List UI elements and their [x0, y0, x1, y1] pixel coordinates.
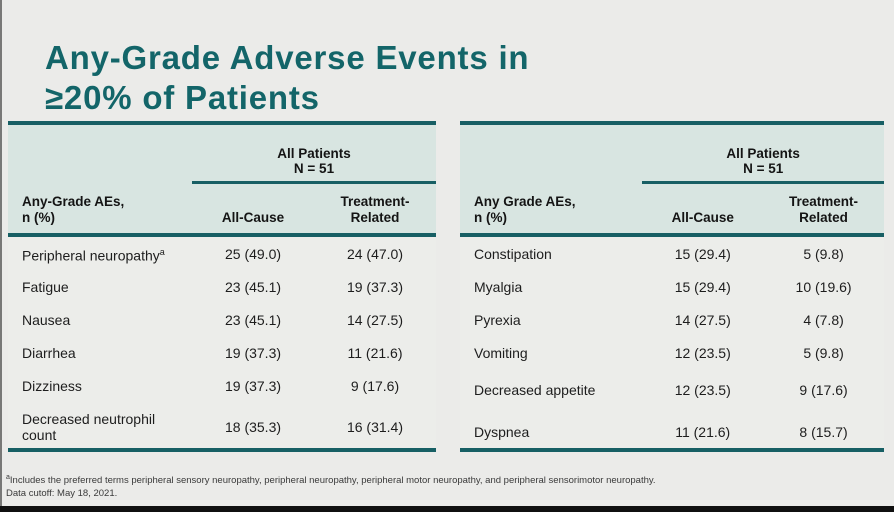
- all-cause-value: 15 (29.4): [674, 245, 731, 262]
- column-header-all-cause: All-Cause: [671, 210, 734, 225]
- group-header-n: N = 51: [743, 161, 784, 176]
- header-spacer-cell: [460, 125, 642, 184]
- table-row: Pyrexia 14 (27.5) 4 (7.8): [460, 303, 884, 336]
- table-body: Peripheral neuropathya 25 (49.0) 24 (47.…: [8, 237, 436, 452]
- treatment-related-value: 24 (47.0): [346, 245, 403, 262]
- table-row: Myalgia 15 (29.4) 10 (19.6): [460, 270, 884, 303]
- table-row: Fatigue 23 (45.1) 19 (37.3): [8, 270, 436, 303]
- letterbox-bar: [0, 506, 894, 512]
- column-header-treatment-related: Treatment- Related: [340, 194, 410, 225]
- table-row: Constipation 15 (29.4) 5 (9.8): [460, 237, 884, 270]
- ae-name: Nausea: [22, 311, 71, 328]
- table-row: Dizziness 19 (37.3) 9 (17.6): [8, 369, 436, 402]
- table-row: Diarrhea 19 (37.3) 11 (21.6): [8, 336, 436, 369]
- treatment-related-value: 10 (19.6): [795, 278, 852, 295]
- all-cause-value: 12 (23.5): [674, 344, 731, 361]
- all-cause-value: 25 (49.0): [224, 245, 282, 262]
- all-cause-value: 12 (23.5): [674, 382, 731, 398]
- data-cutoff-line: Data cutoff: May 18, 2021.: [6, 488, 118, 500]
- slide-title: Any-Grade Adverse Events in ≥20% of Patie…: [45, 38, 529, 118]
- group-header-all-patients: All Patients N = 51: [192, 125, 436, 184]
- footnote-marker: a: [6, 474, 10, 481]
- slide-title-line2: ≥20% of Patients: [45, 79, 320, 117]
- ae-name: Fatigue: [22, 278, 69, 295]
- adverse-events-table-left: All Patients N = 51 Any-Grade AEs, n (%)…: [8, 121, 436, 452]
- ae-name: Dizziness: [22, 377, 82, 394]
- footnote-block: aIncludes the preferred terms peripheral…: [6, 471, 656, 500]
- column-header-all-cause: All-Cause: [221, 210, 285, 225]
- adverse-events-table-right: All Patients N = 51 Any Grade AEs, n (%)…: [460, 121, 884, 452]
- table-body: Constipation 15 (29.4) 5 (9.8) Myalgia 1…: [460, 237, 884, 452]
- ae-name: Decreased neutrophil count: [22, 411, 156, 443]
- table-row: Decreased neutrophil count 18 (35.3) 16 …: [8, 402, 436, 452]
- table-row: Nausea 23 (45.1) 14 (27.5): [8, 303, 436, 336]
- treatment-related-value: 5 (9.8): [803, 245, 844, 262]
- treatment-related-value: 5 (9.8): [803, 344, 844, 361]
- group-header-n: N = 51: [293, 161, 335, 176]
- treatment-related-value: 8 (15.7): [799, 423, 848, 440]
- table-row: Vomiting 12 (23.5) 5 (9.8): [460, 336, 884, 369]
- treatment-related-value: 11 (21.6): [347, 344, 403, 361]
- group-header-label: All Patients: [277, 146, 351, 161]
- column-header-ae: Any-Grade AEs, n (%): [22, 194, 125, 225]
- ae-name: Dyspnea: [474, 423, 530, 440]
- treatment-related-value: 19 (37.3): [346, 278, 403, 295]
- video-left-edge: [0, 0, 2, 512]
- all-cause-value: 19 (37.3): [224, 344, 282, 361]
- group-header-label: All Patients: [726, 146, 800, 161]
- treatment-related-value: 4 (7.8): [803, 311, 844, 328]
- ae-name: Pyrexia: [474, 311, 521, 328]
- table-row: Dyspnea 11 (21.6) 8 (15.7): [460, 411, 884, 452]
- table-row: Decreased appetite 12 (23.5) 9 (17.6): [460, 369, 884, 411]
- all-cause-value: 15 (29.4): [674, 278, 731, 295]
- ae-name: Peripheral neuropathya: [22, 246, 165, 264]
- all-cause-value: 23 (45.1): [224, 311, 282, 328]
- column-header-treatment-related: Treatment- Related: [789, 194, 859, 225]
- treatment-related-value: 14 (27.5): [346, 311, 403, 328]
- footnote-line: aIncludes the preferred terms peripheral…: [6, 471, 656, 487]
- group-header-all-patients: All Patients N = 51: [642, 125, 884, 184]
- treatment-related-value: 9 (17.6): [799, 382, 848, 398]
- all-cause-value: 11 (21.6): [675, 423, 731, 440]
- footnote-marker-sup: a: [159, 246, 165, 257]
- all-cause-value: 23 (45.1): [224, 278, 282, 295]
- ae-name: Decreased appetite: [474, 382, 596, 398]
- all-cause-value: 14 (27.5): [674, 311, 731, 328]
- treatment-related-value: 9 (17.6): [350, 377, 400, 394]
- table-header: All Patients N = 51 Any-Grade AEs, n (%)…: [8, 125, 436, 237]
- all-cause-value: 19 (37.3): [224, 377, 282, 394]
- footnote-text: Includes the preferred terms peripheral …: [9, 475, 656, 487]
- ae-name: Diarrhea: [22, 344, 76, 361]
- slide-title-line1: Any-Grade Adverse Events in: [45, 39, 530, 77]
- ae-name: Myalgia: [474, 278, 523, 295]
- header-spacer-cell: [8, 125, 192, 184]
- table-header: All Patients N = 51 Any Grade AEs, n (%)…: [460, 125, 884, 237]
- treatment-related-value: 16 (31.4): [346, 419, 403, 435]
- ae-name: Vomiting: [474, 344, 528, 361]
- table-row: Peripheral neuropathya 25 (49.0) 24 (47.…: [8, 237, 436, 270]
- ae-name: Constipation: [474, 245, 552, 262]
- all-cause-value: 18 (35.3): [224, 419, 282, 435]
- column-header-ae: Any Grade AEs, n (%): [474, 194, 576, 225]
